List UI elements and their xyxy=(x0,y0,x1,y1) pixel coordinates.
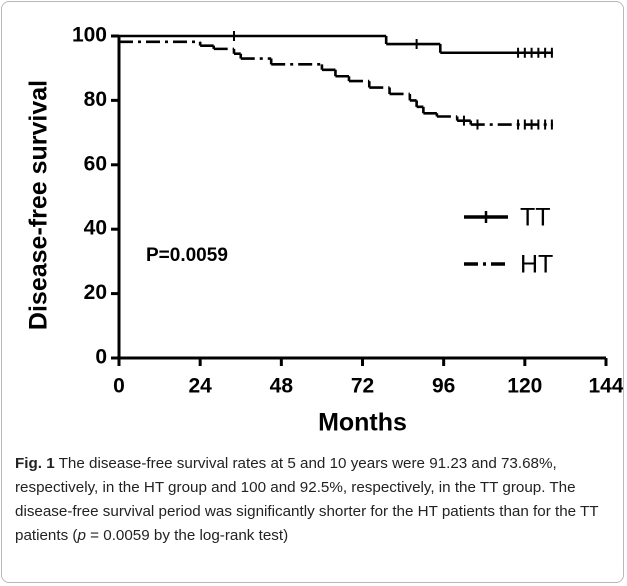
caption: Fig. 1 The disease-free survival rates a… xyxy=(15,452,615,548)
caption-label: Fig. 1 xyxy=(15,455,55,472)
y-tick-label: 80 xyxy=(84,88,107,111)
x-tick-label: 72 xyxy=(351,375,374,398)
y-axis-label: Disease-free survival xyxy=(25,80,53,330)
y-tick-label: 40 xyxy=(84,217,107,240)
legend-label: TT xyxy=(520,204,551,232)
y-tick-label: 100 xyxy=(72,24,107,47)
caption-text: The disease-free survival rates at 5 and… xyxy=(15,455,599,544)
x-tick-label: 120 xyxy=(507,375,542,398)
caption-text: = 0.0059 by the log-rank test) xyxy=(85,527,289,544)
x-axis-label: Months xyxy=(318,409,407,437)
x-tick-label: 24 xyxy=(188,375,212,398)
x-tick-label: 144 xyxy=(588,375,623,398)
caption-italic: p xyxy=(77,527,86,544)
x-tick-label: 0 xyxy=(113,375,125,398)
annotation: P=0.0059 xyxy=(146,245,228,266)
y-tick-label: 0 xyxy=(95,346,107,369)
y-tick-label: 20 xyxy=(84,281,107,304)
x-tick-label: 48 xyxy=(270,375,294,398)
y-tick-label: 60 xyxy=(84,152,107,175)
chart: 0 20 40 60 80 100 0 24 48 72 96 120 144 Months Disease… xyxy=(25,24,623,437)
x-tick-label: 96 xyxy=(432,375,455,398)
legend-label: HT xyxy=(520,251,553,279)
